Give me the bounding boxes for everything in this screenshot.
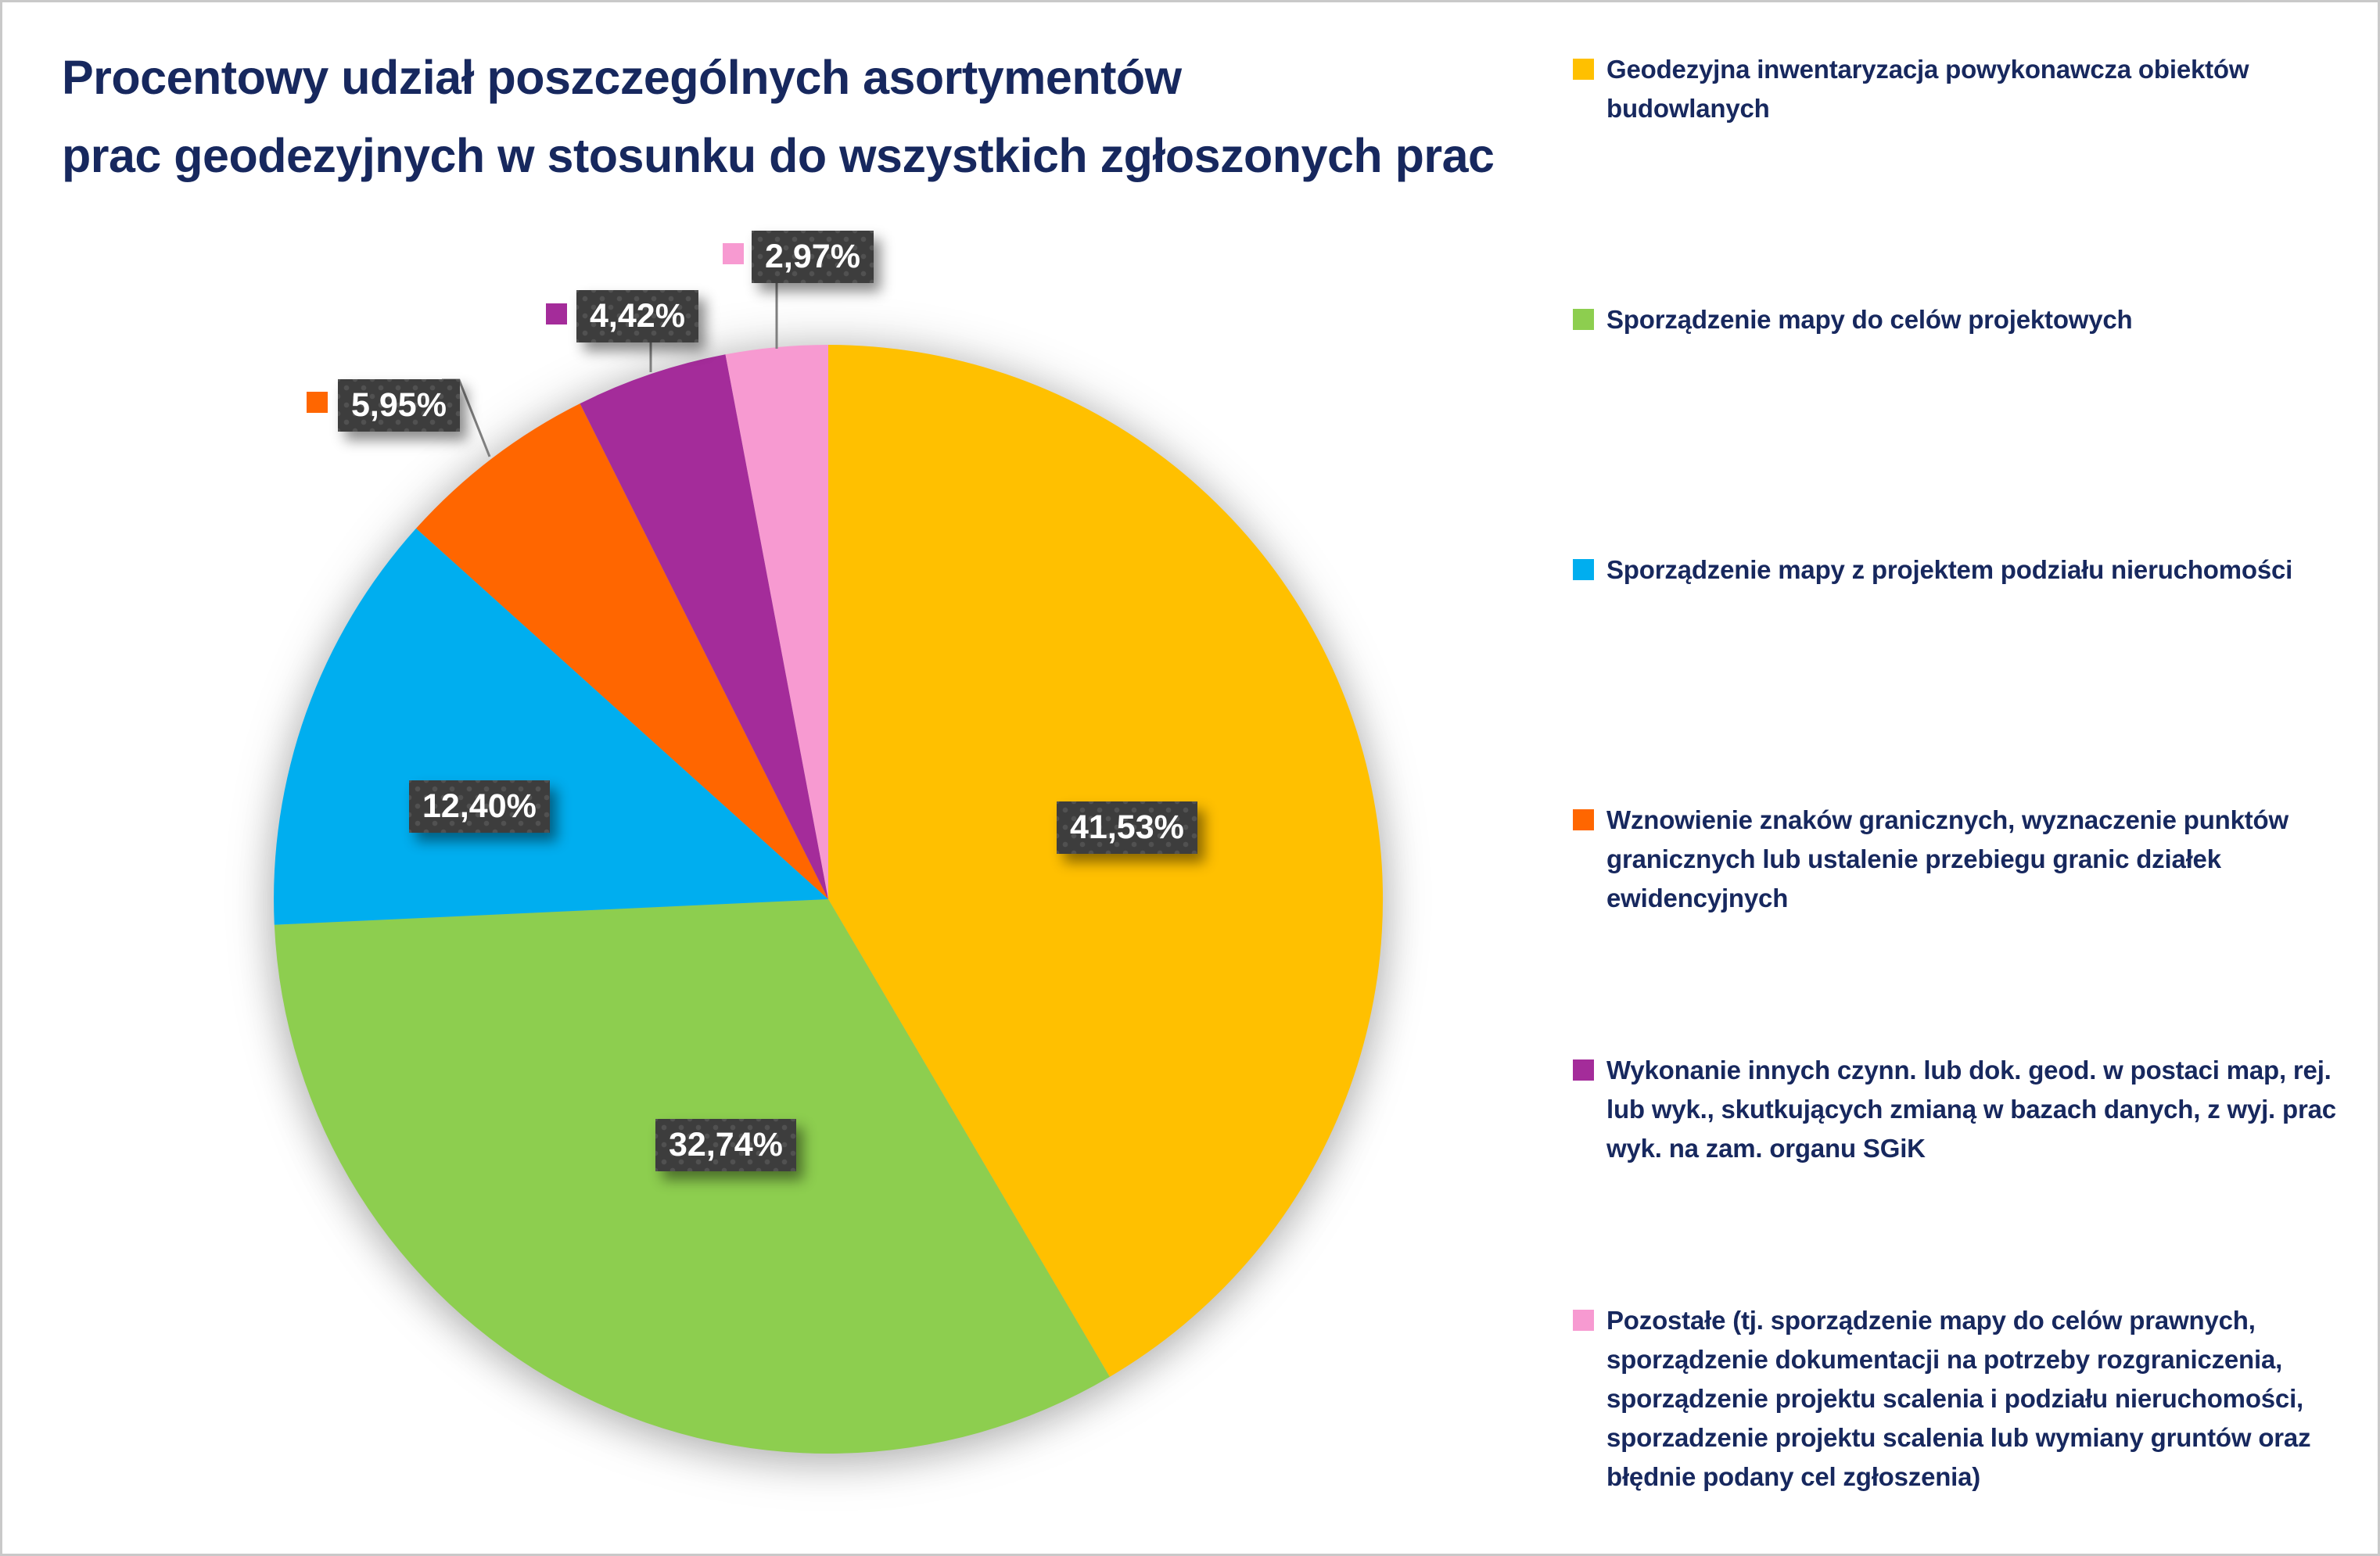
legend-swatch-purple — [1573, 1059, 1594, 1081]
pie-slice-2 — [274, 899, 1110, 1454]
legend-label: Wykonanie innych czynn. lub dok. geod. w… — [1606, 1056, 2336, 1163]
pie-slice-3 — [274, 528, 828, 925]
legend-item-1: Geodezyjna inwentaryzacja powykonawcza o… — [1573, 50, 2358, 128]
pie-slice-5 — [580, 354, 828, 899]
legend-item-2: Sporządzenie mapy do celów projektowych — [1573, 300, 2358, 339]
pie-slice-6 — [725, 345, 828, 899]
legend-swatch-orange — [1573, 809, 1594, 830]
legend-label: Sporządzenie mapy do celów projektowych — [1606, 305, 2133, 334]
legend-swatch-pink — [1573, 1310, 1594, 1331]
slice-value-label-orange: 5,95% — [338, 379, 460, 432]
title-line-2: prac geodezyjnych w stosunku do wszystki… — [62, 129, 1495, 182]
slice-value-label-purple: 4,42% — [576, 290, 698, 342]
legend-swatch-blue — [1573, 559, 1594, 580]
callout-key-swatch-orange — [307, 392, 328, 413]
callout-key-swatch-purple — [546, 303, 567, 324]
leader-line-1 — [442, 378, 491, 457]
legend-label: Wznowienie znaków granicznych, wyznaczen… — [1606, 805, 2288, 912]
legend-label: Pozostałe (tj. sporządzenie mapy do celó… — [1606, 1306, 2311, 1491]
title-line-1: Procentowy udział poszczególnych asortym… — [62, 51, 1182, 104]
callout-key-swatch-pink — [723, 243, 744, 264]
legend-label: Geodezyjna inwentaryzacja powykonawcza o… — [1606, 55, 2249, 123]
slice-value-label-pink: 2,97% — [752, 231, 874, 283]
slice-value-label-green: 32,74% — [655, 1119, 796, 1171]
page-title: Procentowy udział poszczególnych asortym… — [62, 38, 1587, 195]
slice-value-label-yellow: 41,53% — [1057, 801, 1197, 854]
pie-slice-4 — [416, 403, 828, 899]
pie-slice-1 — [828, 345, 1384, 1377]
slice-value-label-blue: 12,40% — [409, 780, 550, 833]
legend-item-4: Wznowienie znaków granicznych, wyznaczen… — [1573, 801, 2358, 918]
legend-swatch-yellow — [1573, 59, 1594, 80]
legend-item-3: Sporządzenie mapy z projektem podziału n… — [1573, 550, 2358, 590]
legend-label: Sporządzenie mapy z projektem podziału n… — [1606, 555, 2293, 584]
legend-item-6: Pozostałe (tj. sporządzenie mapy do celó… — [1573, 1301, 2358, 1497]
legend-swatch-green — [1573, 309, 1594, 330]
legend-item-5: Wykonanie innych czynn. lub dok. geod. w… — [1573, 1051, 2358, 1168]
